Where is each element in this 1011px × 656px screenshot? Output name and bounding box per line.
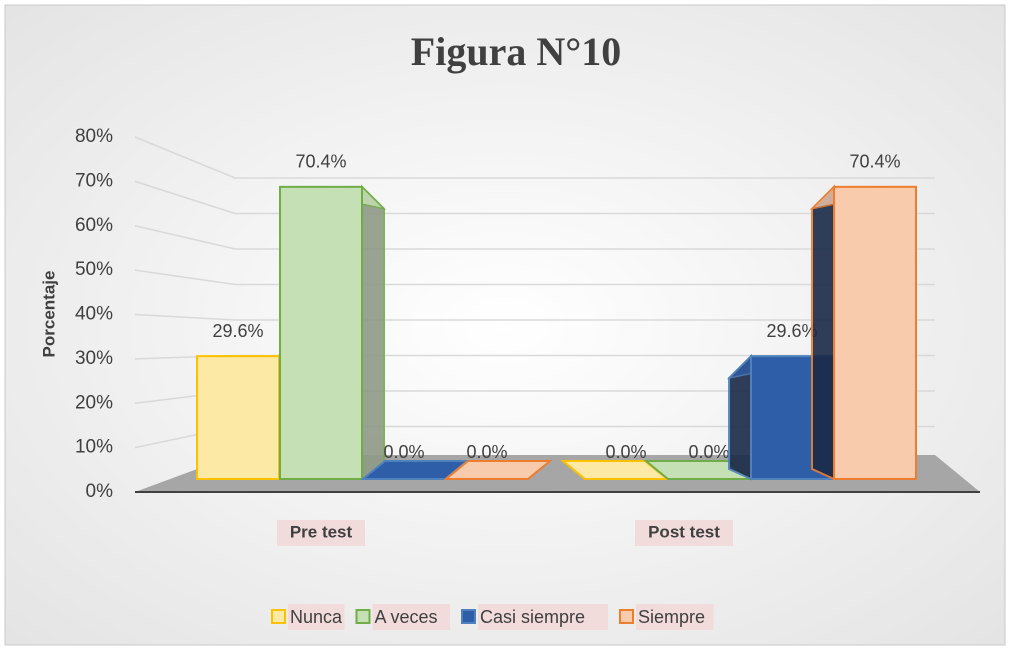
y-tick-label: 20% bbox=[75, 392, 113, 413]
legend-highlight bbox=[372, 604, 450, 630]
grid-line bbox=[134, 313, 935, 321]
y-tick-label: 60% bbox=[75, 215, 113, 236]
legend-swatch bbox=[461, 609, 476, 624]
legend-swatch bbox=[355, 609, 371, 624]
y-tick-label: 40% bbox=[75, 304, 113, 325]
bar-face bbox=[443, 460, 553, 480]
y-tick-label: 50% bbox=[75, 259, 113, 280]
data-label: 70.4% bbox=[295, 152, 346, 172]
category-highlight bbox=[277, 520, 365, 546]
x-tick-label: Pre test bbox=[290, 522, 353, 541]
y-axis-label: Porcentaje bbox=[39, 271, 58, 358]
data-label: 29.6% bbox=[212, 321, 263, 341]
grid-line bbox=[134, 180, 935, 215]
bar-front bbox=[196, 355, 280, 480]
data-label: 29.6% bbox=[766, 321, 817, 341]
legend-label: Casi siempre bbox=[480, 607, 585, 627]
chart-title: Figura N°10 bbox=[411, 29, 621, 74]
grid-line bbox=[134, 136, 935, 179]
y-tick-label: 30% bbox=[75, 348, 113, 369]
grid-line bbox=[134, 225, 935, 250]
bar bbox=[809, 184, 917, 481]
y-tick-label: 70% bbox=[75, 170, 113, 191]
data-label: 0.0% bbox=[688, 442, 729, 462]
legend-highlight bbox=[478, 604, 608, 630]
legend-swatch bbox=[271, 609, 286, 624]
bar-front bbox=[279, 185, 363, 480]
legend-label: Nunca bbox=[290, 607, 343, 627]
legend-label: Siempre bbox=[638, 607, 705, 627]
bar bbox=[443, 460, 553, 480]
data-label: 70.4% bbox=[849, 152, 900, 172]
data-label: 0.0% bbox=[605, 442, 646, 462]
grid-line bbox=[134, 269, 935, 286]
y-tick-label: 10% bbox=[75, 437, 113, 458]
legend-highlight bbox=[288, 604, 345, 630]
y-tick-label: 0% bbox=[86, 481, 114, 502]
bar-side bbox=[361, 184, 385, 481]
data-label: 0.0% bbox=[466, 442, 507, 462]
y-tick-label: 80% bbox=[75, 126, 113, 147]
data-label: 0.0% bbox=[383, 442, 424, 462]
legend-highlight bbox=[636, 604, 714, 630]
x-tick-label: Post test bbox=[648, 522, 720, 541]
bar-side bbox=[811, 184, 835, 481]
bar-front bbox=[833, 185, 917, 480]
category-highlight bbox=[635, 520, 733, 546]
legend-label: A veces bbox=[375, 607, 438, 627]
legend-swatch bbox=[619, 609, 634, 624]
bar bbox=[279, 184, 387, 481]
